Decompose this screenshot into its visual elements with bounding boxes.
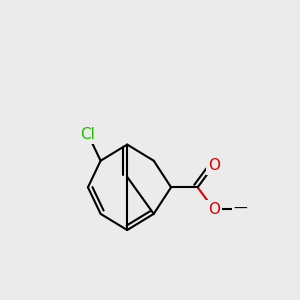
Text: Cl: Cl [80, 127, 95, 142]
Text: O: O [208, 202, 220, 217]
Text: O: O [208, 158, 220, 173]
Text: —: — [233, 202, 247, 216]
